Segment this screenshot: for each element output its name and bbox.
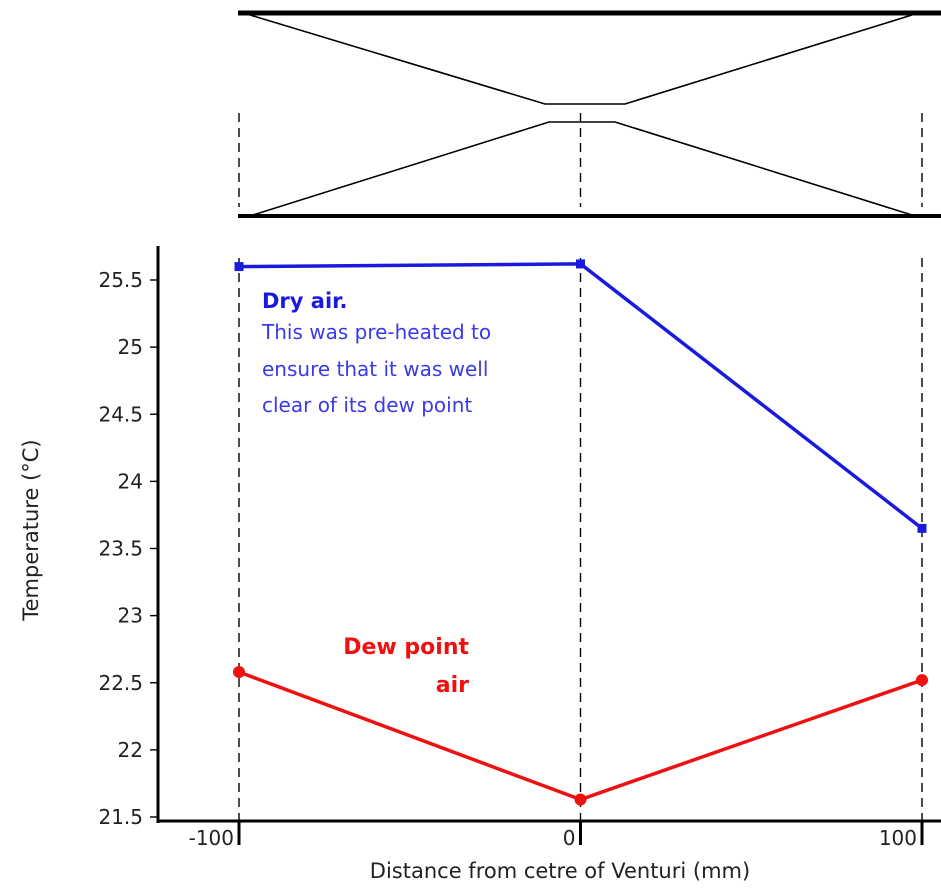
y-tick-label: 25.5	[98, 268, 143, 292]
y-ticks: 21.5 22 22.5 23 23.5 24 24.5 25 25.5	[98, 268, 158, 829]
y-tick-label: 24	[118, 469, 143, 493]
y-tick-label: 24.5	[98, 402, 143, 426]
series-line	[238, 670, 923, 802]
venturi-upper-profile	[249, 14, 913, 105]
x-axis-label: Distance from cetre of Venturi (mm)	[370, 859, 750, 883]
dry-air-note-line-2: ensure that it was well	[262, 357, 488, 381]
dew-point-label-line-2: air	[436, 673, 469, 698]
data-point	[917, 523, 927, 533]
data-point	[233, 666, 245, 679]
venturi-lower-profile	[252, 121, 913, 216]
y-tick-label: 21.5	[98, 805, 143, 829]
dry-air-title: Dry air.	[262, 289, 348, 313]
dew-point-label-line-1: Dew point	[343, 635, 469, 660]
y-axis-label: Temperature (°C)	[19, 439, 43, 621]
axes	[156, 246, 941, 823]
reference-lines	[238, 113, 923, 820]
series-layer	[233, 259, 928, 806]
y-tick-label: 23	[118, 604, 143, 628]
annotations: Dry air. This was pre-heated to ensure t…	[261, 289, 491, 698]
venturi-diagram	[238, 10, 941, 218]
data-point	[576, 259, 585, 269]
y-tick-label: 22	[118, 738, 143, 762]
y-tick-label: 25	[118, 335, 143, 359]
y-tick-label: 22.5	[98, 671, 143, 695]
x-ticks: -100 0 100	[189, 821, 924, 850]
x-tick-label: -100	[189, 826, 234, 850]
data-point	[916, 674, 928, 687]
series-dew-point-air	[233, 666, 928, 806]
data-point	[234, 262, 244, 272]
x-tick-label: 100	[879, 826, 917, 850]
dry-air-note-line-3: clear of its dew point	[262, 393, 472, 417]
dry-air-note-line-1: This was pre-heated to	[261, 320, 491, 344]
data-point	[574, 793, 587, 806]
x-tick-label: 0	[563, 826, 576, 850]
y-tick-label: 23.5	[98, 537, 143, 561]
series-dry-air	[234, 259, 927, 533]
